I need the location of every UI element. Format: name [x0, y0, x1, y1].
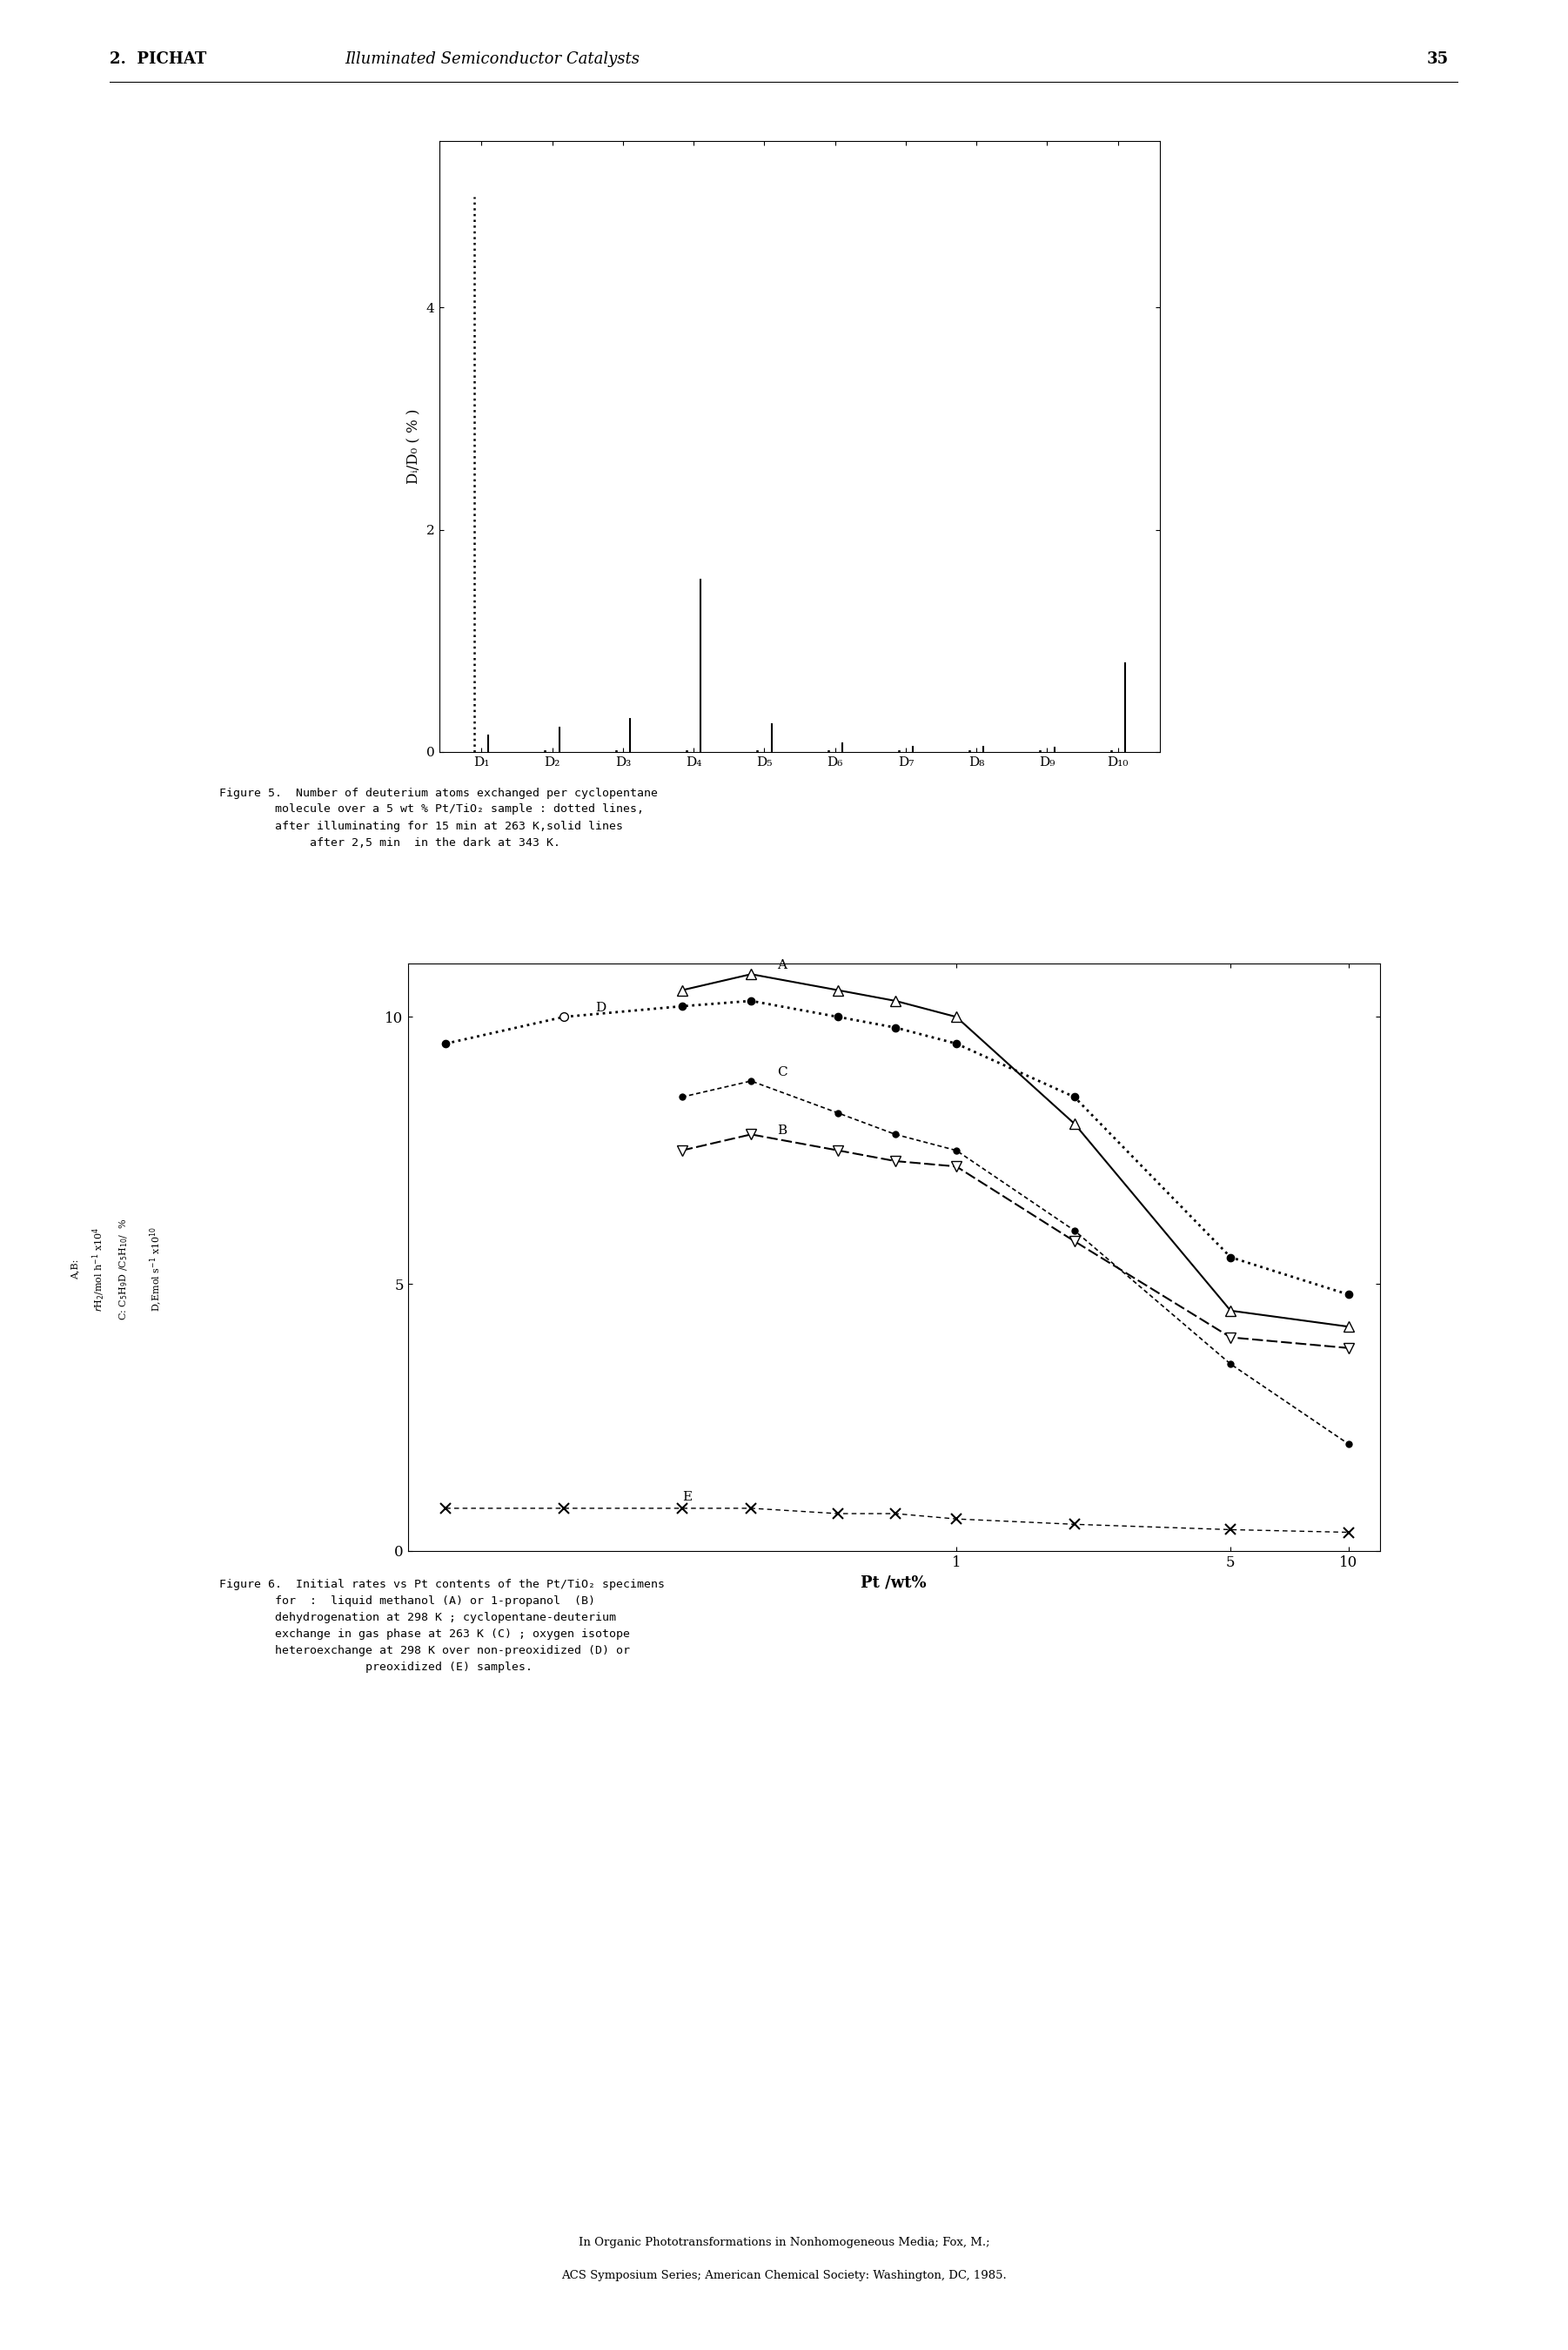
Text: $r$H$_2$/mol h$^{-1}$ x10$^4$: $r$H$_2$/mol h$^{-1}$ x10$^4$ [91, 1227, 107, 1311]
Text: D: D [594, 1001, 605, 1015]
Text: D,Emol s$^{-1}$ x10$^{10}$: D,Emol s$^{-1}$ x10$^{10}$ [149, 1227, 165, 1311]
Text: A: A [778, 959, 787, 971]
Text: 2.  PICHAT: 2. PICHAT [110, 52, 207, 68]
Text: 35: 35 [1427, 52, 1449, 68]
Text: B: B [778, 1126, 787, 1137]
X-axis label: Pt /wt%: Pt /wt% [861, 1574, 927, 1591]
Text: C: C [778, 1067, 787, 1079]
Text: A,B:: A,B: [71, 1260, 80, 1278]
Text: E: E [682, 1490, 691, 1504]
Text: ACS Symposium Series; American Chemical Society: Washington, DC, 1985.: ACS Symposium Series; American Chemical … [561, 2270, 1007, 2282]
Text: C: C$_5$H$_9$D /C$_5$H$_{10}$/  %: C: C$_5$H$_9$D /C$_5$H$_{10}$/ % [118, 1217, 130, 1321]
Text: Figure 6.  Initial rates vs Pt contents of the Pt/TiO₂ specimens
        for  : : Figure 6. Initial rates vs Pt contents o… [220, 1579, 665, 1673]
Text: Illuminated Semiconductor Catalysts: Illuminated Semiconductor Catalysts [345, 52, 640, 68]
Text: Figure 5.  Number of deuterium atoms exchanged per cyclopentane
        molecule: Figure 5. Number of deuterium atoms exch… [220, 787, 659, 848]
Y-axis label: Dᵢ/D₀ ( % ): Dᵢ/D₀ ( % ) [406, 409, 422, 484]
Text: In Organic Phototransformations in Nonhomogeneous Media; Fox, M.;: In Organic Phototransformations in Nonho… [579, 2237, 989, 2249]
